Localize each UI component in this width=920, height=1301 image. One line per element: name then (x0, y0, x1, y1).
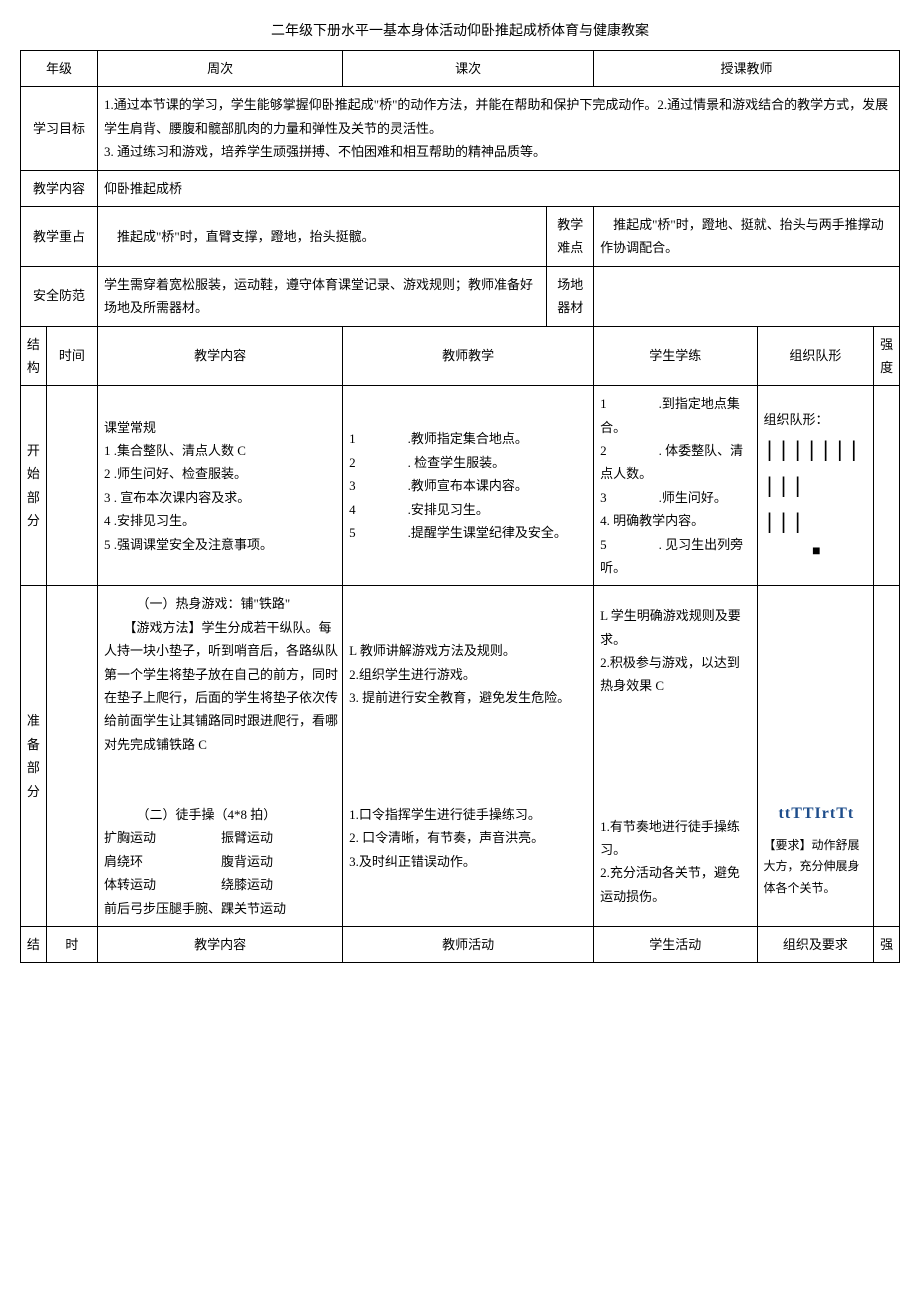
difficulty-label: 教学难点 (547, 206, 594, 266)
start-c1: 1 .集合整队、清点人数 C (104, 439, 338, 462)
safety-text: 学生需穿着宽松服装，运动鞋，遵守体育课堂记录、游戏规则；教师准备好场地及所需器材… (98, 266, 547, 326)
start-label: 开始部分 (21, 386, 47, 586)
document-title: 二年级下册水平一基本身体活动仰卧推起成桥体育与健康教案 (20, 20, 900, 40)
start-c3: 3 . 宣布本次课内容及求。 (104, 486, 338, 509)
req-note: 【要求】动作舒展大方，充分伸展身体各个关节。 (764, 835, 870, 900)
hdr-intensity: 强度 (874, 326, 900, 386)
ftr-structure: 结 (21, 926, 47, 962)
venue-content (594, 266, 900, 326)
ftr-content: 教学内容 (98, 926, 343, 962)
hdr-formation: 组织队形 (757, 326, 874, 386)
start-section-row: 开始部分 课堂常规 1 .集合整队、清点人数 C 2 .师生问好、检查服装。 3… (21, 386, 900, 586)
warmup-method: 【游戏方法】学生分成若干纵队。每人持一块小垫子，听到哨音后，各路纵队第一个学生将… (104, 616, 338, 756)
start-c5: 5 .强调课堂安全及注意事项。 (104, 533, 338, 556)
pt-b1: 1.口令指挥学生进行徒手操练习。 (349, 803, 589, 826)
start-time (46, 386, 97, 586)
ex3: 体转运动 绕膝运动 (104, 873, 338, 896)
start-s5: 5 . 见习生出列旁听。 (600, 533, 752, 580)
focus-row: 教学重占 推起成"桥"时，直臂支撑，蹬地，抬头挺髋。 教学难点 推起成"桥"时，… (21, 206, 900, 266)
start-student: 1 .到指定地点集合。 2 . 体委整队、清点人数。 3 .师生问好。 4. 明… (594, 386, 757, 586)
start-t5: 5 .提醒学生课堂纪律及安全。 (349, 521, 589, 544)
session-label: 课次 (343, 51, 594, 87)
start-s2: 2 . 体委整队、清点人数。 (600, 439, 752, 486)
focus-text: 推起成"桥"时，直臂支撑，蹬地，抬头挺髋。 (98, 206, 547, 266)
prep-student: L 学生明确游戏规则及要求。 2.积极参与游戏，以达到热身效果 C 1.有节奏地… (594, 586, 757, 926)
ftr-formation: 组织及要求 (757, 926, 874, 962)
start-s1: 1 .到指定地点集合。 (600, 392, 752, 439)
formation-dots-1: |||||||||| (764, 431, 870, 503)
header-row: 年级 周次 课次 授课教师 (21, 51, 900, 87)
ps-a2: 2.积极参与游戏，以达到热身效果 C (600, 651, 752, 698)
grade-label: 年级 (21, 51, 98, 87)
hdr-content: 教学内容 (98, 326, 343, 386)
pt-b3: 3.及时纠正错误动作。 (349, 850, 589, 873)
ftr-teacher: 教师活动 (343, 926, 594, 962)
content-label: 教学内容 (21, 170, 98, 206)
safety-label: 安全防范 (21, 266, 98, 326)
start-t1: 1 .教师指定集合地点。 (349, 427, 589, 450)
content-row: 教学内容 仰卧推起成桥 (21, 170, 900, 206)
venue-label: 场地器材 (547, 266, 594, 326)
footer-header-row: 结 时 教学内容 教师活动 学生活动 组织及要求 强 (21, 926, 900, 962)
hdr-time: 时间 (46, 326, 97, 386)
ps-b1: 1.有节奏地进行徒手操练习。 (600, 815, 752, 862)
prep-intensity (874, 586, 900, 926)
start-t2: 2 . 检查学生服装。 (349, 451, 589, 474)
ex4: 前后弓步压腿手腕、踝关节运动 (104, 897, 338, 920)
objectives-row: 学习目标 1.通过本节课的学习，学生能够掌握仰卧推起成"桥"的动作方法，并能在帮… (21, 87, 900, 170)
ex1: 扩胸运动 振臂运动 (104, 826, 338, 849)
start-c4: 4 .安排见习生。 (104, 509, 338, 532)
start-teacher: 1 .教师指定集合地点。 2 . 检查学生服装。 3 .教师宣布本课内容。 4 … (343, 386, 594, 586)
start-content: 课堂常规 1 .集合整队、清点人数 C 2 .师生问好、检查服装。 3 . 宣布… (98, 386, 343, 586)
hdr-structure: 结构 (21, 326, 47, 386)
prep-content: （一）热身游戏：铺"铁路" 【游戏方法】学生分成若干纵队。每人持一块小垫子，听到… (98, 586, 343, 926)
start-c2: 2 .师生问好、检查服装。 (104, 462, 338, 485)
safety-row: 安全防范 学生需穿着宽松服装，运动鞋，遵守体育课堂记录、游戏规则；教师准备好场地… (21, 266, 900, 326)
difficulty-text: 推起成"桥"时，蹬地、挺就、抬头与两手推撑动作协调配合。 (594, 206, 900, 266)
start-t4: 4 .安排见习生。 (349, 498, 589, 521)
teacher-label: 授课教师 (594, 51, 900, 87)
section-header-row: 结构 时间 教学内容 教师教学 学生学练 组织队形 强度 (21, 326, 900, 386)
formation-title: 组织队形： (764, 408, 870, 431)
start-formation: 组织队形： |||||||||| ||| ■ (757, 386, 874, 586)
ftr-student: 学生活动 (594, 926, 757, 962)
exercise-title: （二）徒手操（4*8 拍） (104, 803, 338, 826)
ps-b2: 2.充分活动各关节，避免运动损伤。 (600, 861, 752, 908)
formation-square: ■ (764, 539, 870, 564)
pt-b2: 2. 口令清晰，有节奏，声音洪亮。 (349, 826, 589, 849)
objectives-label: 学习目标 (21, 87, 98, 170)
obj-line1: 1.通过本节课的学习，学生能够掌握仰卧推起成"桥"的动作方法，并能在帮助和保护下… (104, 97, 888, 135)
start-t3: 3 .教师宣布本课内容。 (349, 474, 589, 497)
pt-a1: L 教师讲解游戏方法及规则。 (349, 639, 589, 662)
formation-dots-2: ||| (764, 503, 870, 539)
focus-label: 教学重占 (21, 206, 98, 266)
hdr-student: 学生学练 (594, 326, 757, 386)
content-text: 仰卧推起成桥 (98, 170, 900, 206)
objectives-content: 1.通过本节课的学习，学生能够掌握仰卧推起成"桥"的动作方法，并能在帮助和保护下… (98, 87, 900, 170)
prep-teacher: L 教师讲解游戏方法及规则。 2.组织学生进行游戏。 3. 提前进行安全教育，避… (343, 586, 594, 926)
start-c-title: 课堂常规 (104, 416, 338, 439)
lesson-plan-table: 年级 周次 课次 授课教师 学习目标 1.通过本节课的学习，学生能够掌握仰卧推起… (20, 50, 900, 963)
prep-time (46, 586, 97, 926)
prep-label: 准备部分 (21, 586, 47, 926)
pt-a3: 3. 提前进行安全教育，避免发生危险。 (349, 686, 589, 709)
warmup-title: （一）热身游戏：铺"铁路" (104, 592, 338, 615)
start-s3: 3 .师生问好。 (600, 486, 752, 509)
hdr-teacher: 教师教学 (343, 326, 594, 386)
week-label: 周次 (98, 51, 343, 87)
start-s4: 4. 明确教学内容。 (600, 509, 752, 532)
pt-a2: 2.组织学生进行游戏。 (349, 663, 589, 686)
ps-a1: L 学生明确游戏规则及要求。 (600, 604, 752, 651)
obj-line2: 3. 通过练习和游戏，培养学生顽强拼搏、不怕困难和相互帮助的精神品质等。 (104, 144, 546, 159)
ex2: 肩绕环 腹背运动 (104, 850, 338, 873)
start-intensity (874, 386, 900, 586)
prep-formation: ttTTIrtTt 【要求】动作舒展大方，充分伸展身体各个关节。 (757, 586, 874, 926)
formation-people-icon: ttTTIrtTt (764, 800, 870, 829)
ftr-intensity: 强 (874, 926, 900, 962)
ftr-time: 时 (46, 926, 97, 962)
prep-section-row: 准备部分 （一）热身游戏：铺"铁路" 【游戏方法】学生分成若干纵队。每人持一块小… (21, 586, 900, 926)
